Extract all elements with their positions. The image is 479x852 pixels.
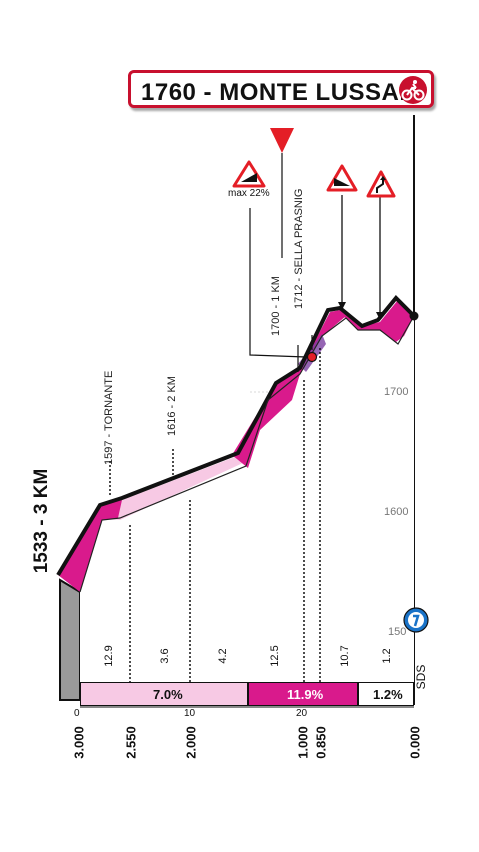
tornante-label: 1597 - TORNANTE [103, 370, 115, 465]
segment-bar-1: 7.0% [80, 682, 248, 706]
gradient-value: 4.2 [217, 648, 229, 664]
distance-label: 3.000 [71, 726, 87, 759]
finish-title: 1760 - MONTE LUSSARI [141, 79, 425, 106]
km1-label: 1700 - 1 KM [270, 276, 282, 336]
axis-tick: 0 [74, 708, 80, 719]
steep-climb-warning-icon [232, 160, 266, 188]
bike-icon [399, 76, 427, 104]
segment-percent: 1.2% [373, 687, 403, 702]
axis-tick: 10 [184, 708, 196, 719]
sella-label: 1712 - SELLA PRASNIG [293, 188, 305, 309]
gradient-value: 12.9 [103, 645, 115, 667]
segment-percent: 7.0% [153, 687, 183, 702]
altitude-tick-1700: 1700 [384, 386, 409, 398]
max-gradient-label: max 22% [228, 188, 270, 199]
sprint-label: SDS [414, 664, 428, 690]
gradient-value: 3.6 [159, 648, 171, 664]
distance-label: 2.550 [123, 726, 139, 759]
gradient-value: 10.7 [339, 645, 351, 667]
gradient-value: 12.5 [269, 645, 281, 667]
altitude-tick-1600: 1600 [384, 506, 409, 518]
axis-tick: 20 [296, 708, 308, 719]
gradient-value: 1.2 [381, 648, 393, 664]
intermediate-sprint-icon [403, 607, 429, 633]
axis-line [80, 706, 414, 708]
climb-warning-icon [326, 164, 358, 192]
curve-warning-icon [366, 170, 396, 198]
start-label: 1533 - 3 KM [31, 468, 52, 574]
distance-label: 2.000 [183, 726, 199, 759]
distance-label: 1.000 [295, 726, 311, 759]
distance-label: 0.000 [407, 726, 423, 759]
segment-percent: 11.9% [287, 687, 324, 702]
segment-bar-2: 11.9% [248, 682, 358, 706]
altitude-tick-1500: 150 [388, 626, 407, 638]
distance-label: 0.850 [313, 726, 329, 759]
km2-label: 1616 - 2 KM [166, 376, 178, 436]
segment-bar-3: 1.2% [358, 682, 414, 706]
finish-title-box: 1760 - MONTE LUSSARI [128, 70, 434, 108]
